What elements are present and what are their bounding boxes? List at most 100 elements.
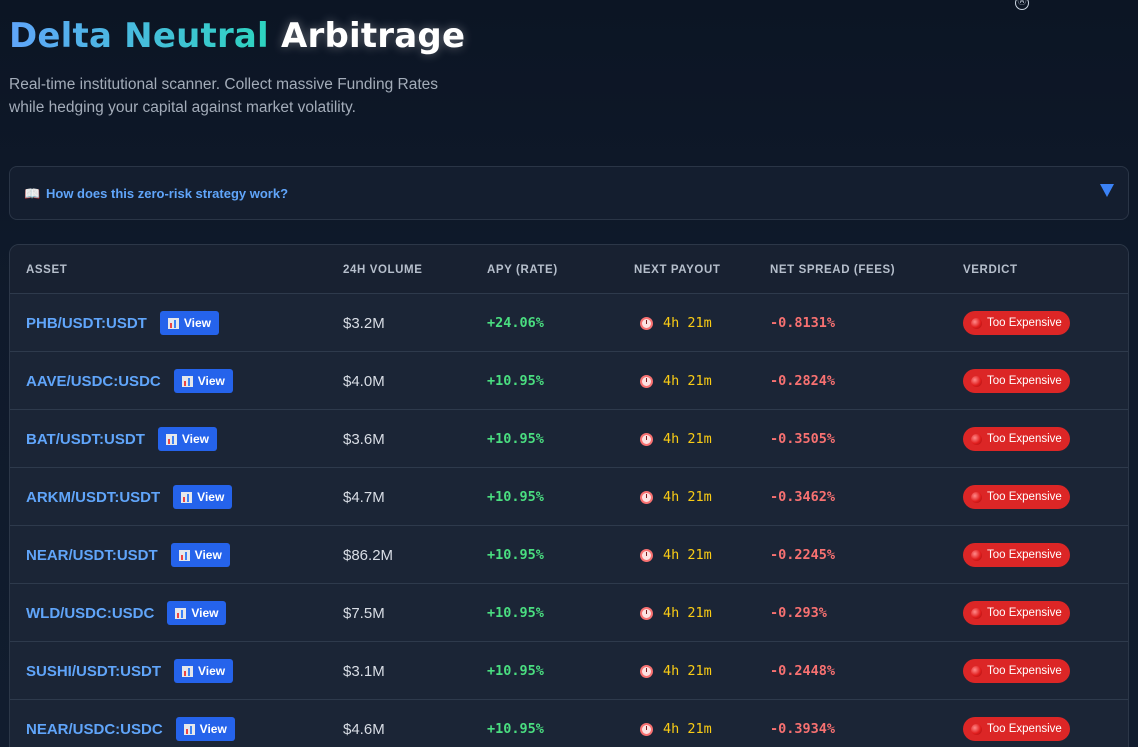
table-row: PHB/USDT:USDT View $3.2M +24.06% 4h 21m -0.81… bbox=[10, 294, 1128, 352]
net-spread-cell: -0.3505% bbox=[770, 431, 836, 447]
verdict-cell: Too Expensive bbox=[963, 700, 1070, 747]
view-button-label: View bbox=[198, 664, 226, 678]
verdict-badge: Too Expensive bbox=[963, 659, 1070, 683]
payout-countdown: 4h 21m bbox=[663, 547, 712, 563]
verdict-label: Too Expensive bbox=[987, 665, 1062, 677]
bar-chart-icon bbox=[181, 375, 193, 387]
volume-cell: $4.7M bbox=[343, 488, 385, 506]
bar-chart-icon bbox=[165, 433, 177, 445]
payout-cell: 4h 21m bbox=[640, 584, 712, 642]
view-button-label: View bbox=[181, 432, 210, 446]
verdict-cell: Too Expensive bbox=[963, 294, 1070, 352]
verdict-label: Too Expensive bbox=[987, 723, 1062, 735]
volume-cell: $7.5M bbox=[343, 604, 385, 622]
red-circle-icon bbox=[971, 607, 982, 619]
payout-cell: 4h 21m bbox=[640, 410, 712, 468]
apy-cell: +10.95% bbox=[487, 605, 544, 621]
table-header: ASSET 24H VOLUME APY (RATE) NEXT PAYOUT … bbox=[10, 245, 1128, 294]
apy-cell: +10.95% bbox=[487, 489, 544, 505]
payout-cell: 4h 21m bbox=[640, 468, 712, 526]
bar-chart-icon bbox=[175, 607, 187, 619]
net-spread-cell: -0.2245% bbox=[770, 547, 836, 563]
red-circle-icon bbox=[971, 375, 982, 387]
asset-cell: BAT/USDT:USDT View bbox=[26, 410, 218, 468]
verdict-cell: Too Expensive bbox=[963, 526, 1070, 584]
view-chart-button[interactable]: View bbox=[173, 369, 233, 393]
net-spread-cell: -0.293% bbox=[770, 605, 827, 621]
view-button-label: View bbox=[194, 548, 222, 562]
asset-name-link[interactable]: NEAR/USDT:USDT bbox=[26, 546, 158, 564]
payout-countdown: 4h 21m bbox=[663, 605, 712, 621]
asset-name-link[interactable]: SUSHI/USDT:USDT bbox=[26, 662, 162, 680]
net-spread-cell: -0.3934% bbox=[770, 721, 836, 737]
alarm-clock-icon bbox=[640, 374, 653, 388]
red-circle-icon bbox=[971, 317, 982, 329]
volume-cell: $86.2M bbox=[343, 546, 394, 564]
verdict-badge: Too Expensive bbox=[963, 717, 1070, 741]
asset-name-link[interactable]: AAVE/USDC:USDC bbox=[26, 372, 161, 390]
net-spread-cell: -0.2824% bbox=[770, 373, 836, 389]
column-header-apy[interactable]: APY (RATE) bbox=[487, 264, 558, 276]
view-chart-button[interactable]: View bbox=[173, 485, 233, 509]
column-header-volume[interactable]: 24H VOLUME bbox=[343, 264, 423, 276]
table-row: BAT/USDT:USDT View $3.6M +10.95% 4h 21m -0.35… bbox=[10, 410, 1128, 468]
payout-countdown: 4h 21m bbox=[663, 373, 712, 389]
payout-countdown: 4h 21m bbox=[663, 315, 712, 331]
view-chart-button[interactable]: View bbox=[167, 601, 227, 625]
verdict-badge: Too Expensive bbox=[963, 485, 1070, 509]
payout-countdown: 4h 21m bbox=[663, 431, 712, 447]
title-rest: Arbitrage bbox=[280, 16, 466, 56]
alarm-clock-icon bbox=[640, 316, 653, 330]
verdict-badge: Too Expensive bbox=[963, 601, 1070, 625]
net-spread-cell: -0.2448% bbox=[770, 663, 836, 679]
verdict-cell: Too Expensive bbox=[963, 642, 1070, 700]
verdict-label: Too Expensive bbox=[987, 607, 1062, 619]
volume-cell: $4.6M bbox=[343, 720, 385, 738]
asset-name-link[interactable]: ARKM/USDT:USDT bbox=[26, 488, 161, 506]
view-chart-button[interactable]: View bbox=[170, 543, 230, 567]
column-header-net-spread[interactable]: NET SPREAD (FEES) bbox=[770, 264, 896, 276]
faq-question: How does this zero-risk strategy work? bbox=[46, 186, 289, 201]
view-button-label: View bbox=[197, 490, 225, 504]
bar-chart-icon bbox=[181, 491, 193, 503]
alarm-clock-icon bbox=[640, 490, 653, 504]
bar-chart-icon bbox=[182, 665, 194, 677]
view-chart-button[interactable]: View bbox=[175, 717, 235, 741]
asset-cell: AAVE/USDC:USDC View bbox=[26, 352, 233, 410]
verdict-cell: Too Expensive bbox=[963, 410, 1070, 468]
view-button-label: View bbox=[183, 316, 211, 330]
verdict-label: Too Expensive bbox=[987, 317, 1062, 329]
alarm-clock-icon bbox=[640, 432, 653, 446]
asset-name-link[interactable]: PHB/USDT:USDT bbox=[26, 314, 147, 332]
verdict-label: Too Expensive bbox=[987, 433, 1062, 445]
red-circle-icon bbox=[971, 723, 982, 735]
verdict-badge: Too Expensive bbox=[963, 543, 1070, 567]
verdict-label: Too Expensive bbox=[987, 491, 1062, 503]
view-chart-button[interactable]: View bbox=[157, 427, 218, 451]
volume-cell: $3.6M bbox=[343, 430, 385, 448]
table-row: WLD/USDC:USDC View $7.5M +10.95% 4h 21m -0.29… bbox=[10, 584, 1128, 642]
column-header-asset[interactable]: ASSET bbox=[26, 264, 68, 276]
view-chart-button[interactable]: View bbox=[159, 311, 219, 335]
asset-name-link[interactable]: BAT/USDT:USDT bbox=[26, 430, 145, 448]
asset-cell: NEAR/USDC:USDC View bbox=[26, 700, 235, 747]
volume-cell: $4.0M bbox=[343, 372, 385, 390]
expand-triangle-icon[interactable] bbox=[1100, 184, 1114, 197]
asset-name-link[interactable]: WLD/USDC:USDC bbox=[26, 604, 155, 622]
view-chart-button[interactable]: View bbox=[174, 659, 234, 683]
alarm-clock-icon bbox=[640, 548, 653, 562]
account-icon[interactable]: Ⓐ bbox=[1015, 0, 1029, 10]
asset-name-link[interactable]: NEAR/USDC:USDC bbox=[26, 720, 163, 738]
verdict-badge: Too Expensive bbox=[963, 311, 1070, 335]
verdict-badge: Too Expensive bbox=[963, 427, 1070, 451]
verdict-cell: Too Expensive bbox=[963, 352, 1070, 410]
red-circle-icon bbox=[971, 491, 982, 503]
column-header-verdict[interactable]: VERDICT bbox=[963, 264, 1018, 276]
red-circle-icon bbox=[971, 665, 982, 677]
bar-chart-icon bbox=[178, 549, 190, 561]
verdict-cell: Too Expensive bbox=[963, 584, 1070, 642]
bar-chart-icon bbox=[167, 317, 179, 329]
strategy-faq-expander[interactable]: 📖 How does this zero-risk strategy work? bbox=[9, 166, 1129, 220]
apy-cell: +10.95% bbox=[487, 721, 544, 737]
column-header-next-payout[interactable]: NEXT PAYOUT bbox=[634, 264, 721, 276]
